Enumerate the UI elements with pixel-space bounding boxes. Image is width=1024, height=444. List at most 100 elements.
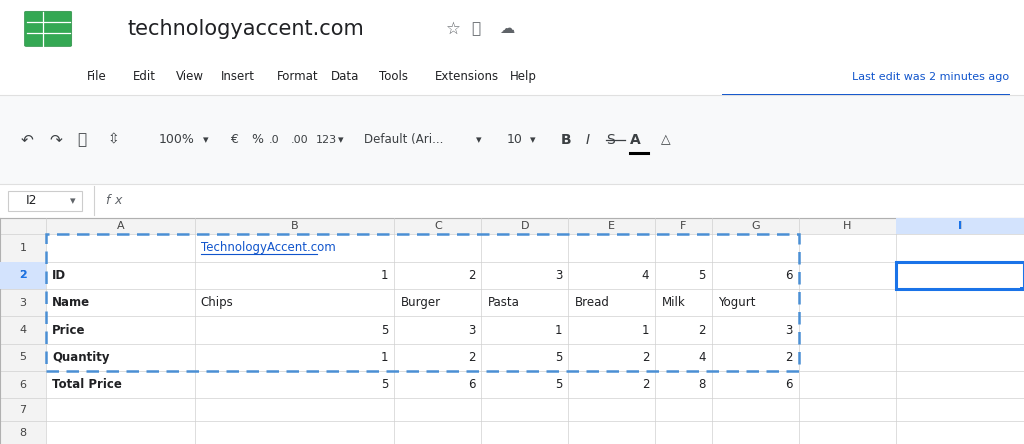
Bar — [0, 316, 46, 344]
Text: 2: 2 — [698, 324, 706, 337]
Text: Name: Name — [52, 296, 90, 309]
Bar — [1020, 287, 1024, 290]
Text: I: I — [586, 133, 590, 147]
FancyBboxPatch shape — [25, 12, 72, 46]
Bar — [0, 289, 46, 316]
Text: ↶: ↶ — [20, 132, 33, 147]
Text: 3: 3 — [785, 324, 793, 337]
Bar — [0, 344, 46, 371]
Text: 5: 5 — [555, 378, 562, 391]
Text: 6: 6 — [785, 378, 793, 391]
Text: G: G — [751, 221, 760, 231]
Text: 123: 123 — [315, 135, 337, 145]
Text: %: % — [251, 133, 263, 147]
Text: Milk: Milk — [662, 296, 685, 309]
Text: S: S — [606, 133, 615, 147]
Text: F: F — [680, 221, 687, 231]
Text: Insert: Insert — [221, 70, 255, 83]
Text: E: E — [608, 221, 615, 231]
Text: ▾: ▾ — [203, 135, 208, 145]
Text: 8: 8 — [698, 378, 706, 391]
Text: 5: 5 — [381, 324, 388, 337]
Text: 2: 2 — [468, 269, 475, 282]
Text: 8: 8 — [19, 428, 27, 438]
Text: .0: .0 — [268, 135, 279, 145]
Text: 1: 1 — [19, 243, 27, 253]
Text: A: A — [117, 221, 124, 231]
Text: ID: ID — [52, 269, 67, 282]
Text: Price: Price — [52, 324, 86, 337]
Text: Default (Ari...: Default (Ari... — [364, 133, 443, 147]
Text: x: x — [115, 194, 122, 207]
Text: 100%: 100% — [159, 133, 195, 147]
Text: Last edit was 2 minutes ago: Last edit was 2 minutes ago — [852, 71, 1009, 82]
Text: D: D — [520, 221, 529, 231]
Text: Help: Help — [510, 70, 537, 83]
Text: Burger: Burger — [400, 296, 440, 309]
Text: 4: 4 — [642, 269, 649, 282]
Text: I2: I2 — [26, 194, 37, 207]
Text: 5: 5 — [555, 351, 562, 364]
Text: 6: 6 — [468, 378, 475, 391]
Text: €: € — [230, 133, 239, 147]
Bar — [0, 58, 1024, 95]
Text: ▾: ▾ — [338, 135, 343, 145]
Text: 3: 3 — [19, 297, 27, 308]
Text: Edit: Edit — [133, 70, 156, 83]
Text: Chips: Chips — [201, 296, 233, 309]
Text: 4: 4 — [698, 351, 706, 364]
Text: 1: 1 — [555, 324, 562, 337]
Text: ⎙: ⎙ — [77, 132, 86, 147]
Text: .00: .00 — [291, 135, 308, 145]
Text: 5: 5 — [698, 269, 706, 282]
Text: technologyaccent.com: technologyaccent.com — [128, 19, 365, 39]
Text: View: View — [176, 70, 204, 83]
Text: △: △ — [660, 133, 670, 147]
Bar — [0, 421, 46, 444]
Text: 7: 7 — [19, 405, 27, 415]
Text: ▾: ▾ — [70, 196, 75, 206]
Text: f: f — [105, 194, 110, 207]
Bar — [896, 262, 1024, 289]
Text: I: I — [958, 221, 962, 231]
Text: 1: 1 — [642, 324, 649, 337]
Text: File: File — [87, 70, 106, 83]
Bar — [8, 191, 82, 211]
Text: 2: 2 — [19, 270, 27, 280]
Text: 1: 1 — [381, 351, 388, 364]
Text: 3: 3 — [555, 269, 562, 282]
Text: 1: 1 — [381, 269, 388, 282]
Text: 2: 2 — [642, 378, 649, 391]
Bar — [0, 262, 46, 289]
Bar — [0, 95, 1024, 184]
Text: 10: 10 — [507, 133, 523, 147]
Bar — [0, 184, 1024, 218]
Text: Format: Format — [276, 70, 318, 83]
Text: B: B — [291, 221, 298, 231]
Text: B: B — [561, 133, 571, 147]
Text: Tools: Tools — [379, 70, 408, 83]
Text: 2: 2 — [468, 351, 475, 364]
Text: Bread: Bread — [574, 296, 609, 309]
Bar — [0, 371, 46, 398]
Text: Data: Data — [331, 70, 359, 83]
Bar — [896, 218, 1024, 234]
Text: I: I — [958, 221, 962, 231]
Text: 2: 2 — [19, 270, 27, 280]
Bar — [0, 218, 1024, 234]
Text: 6: 6 — [785, 269, 793, 282]
Text: ↷: ↷ — [49, 132, 61, 147]
Text: 4: 4 — [19, 325, 27, 335]
Text: 2: 2 — [785, 351, 793, 364]
Text: C: C — [434, 221, 441, 231]
Text: A: A — [630, 133, 640, 147]
Text: Extensions: Extensions — [435, 70, 500, 83]
Text: ☆: ☆ — [445, 20, 461, 38]
Text: 5: 5 — [19, 353, 27, 362]
Text: ☁: ☁ — [499, 21, 514, 36]
Text: Total Price: Total Price — [52, 378, 122, 391]
Text: 2: 2 — [642, 351, 649, 364]
Bar — [0, 398, 46, 421]
Bar — [0, 234, 46, 262]
Text: Quantity: Quantity — [52, 351, 110, 364]
